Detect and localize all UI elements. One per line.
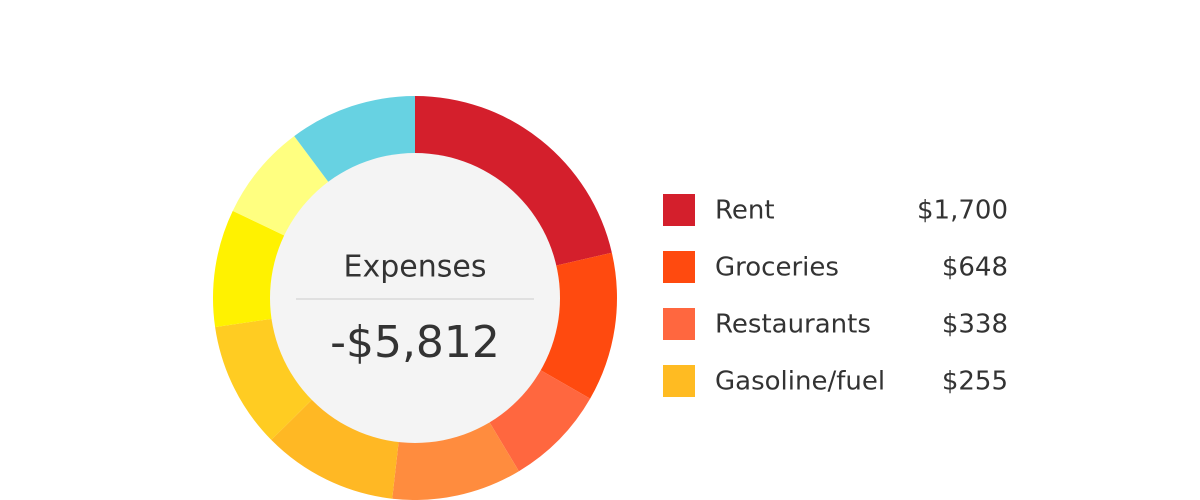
donut-segment (415, 96, 612, 266)
legend-swatch (663, 308, 695, 340)
legend-amount: $255 (942, 367, 1008, 397)
donut-segment (215, 318, 313, 440)
donut-segment (271, 399, 399, 499)
donut-hole (270, 153, 560, 443)
donut (212, 96, 617, 500)
donut-segment (294, 96, 415, 183)
center-total: -$5,812 (330, 317, 500, 368)
donut-segment (212, 210, 286, 328)
legend-label: Groceries (715, 253, 839, 283)
donut-segment (392, 421, 519, 500)
legend-swatch (663, 365, 695, 397)
donut-segment (232, 136, 329, 236)
legend: Rent $1,700 Groceries $648 Restaurants $338 Ga… (663, 194, 1008, 397)
legend-label: Restaurants (715, 310, 871, 340)
legend-amount: $648 (942, 253, 1008, 283)
legend-amount: $338 (942, 310, 1008, 340)
legend-swatch (663, 251, 695, 283)
legend-label: Rent (715, 196, 775, 226)
legend-swatch (663, 194, 695, 226)
legend-amount: $1,700 (917, 196, 1008, 226)
donut-segment (489, 369, 591, 472)
center-title: Expenses (344, 250, 487, 285)
legend-label: Gasoline/fuel (715, 367, 885, 397)
